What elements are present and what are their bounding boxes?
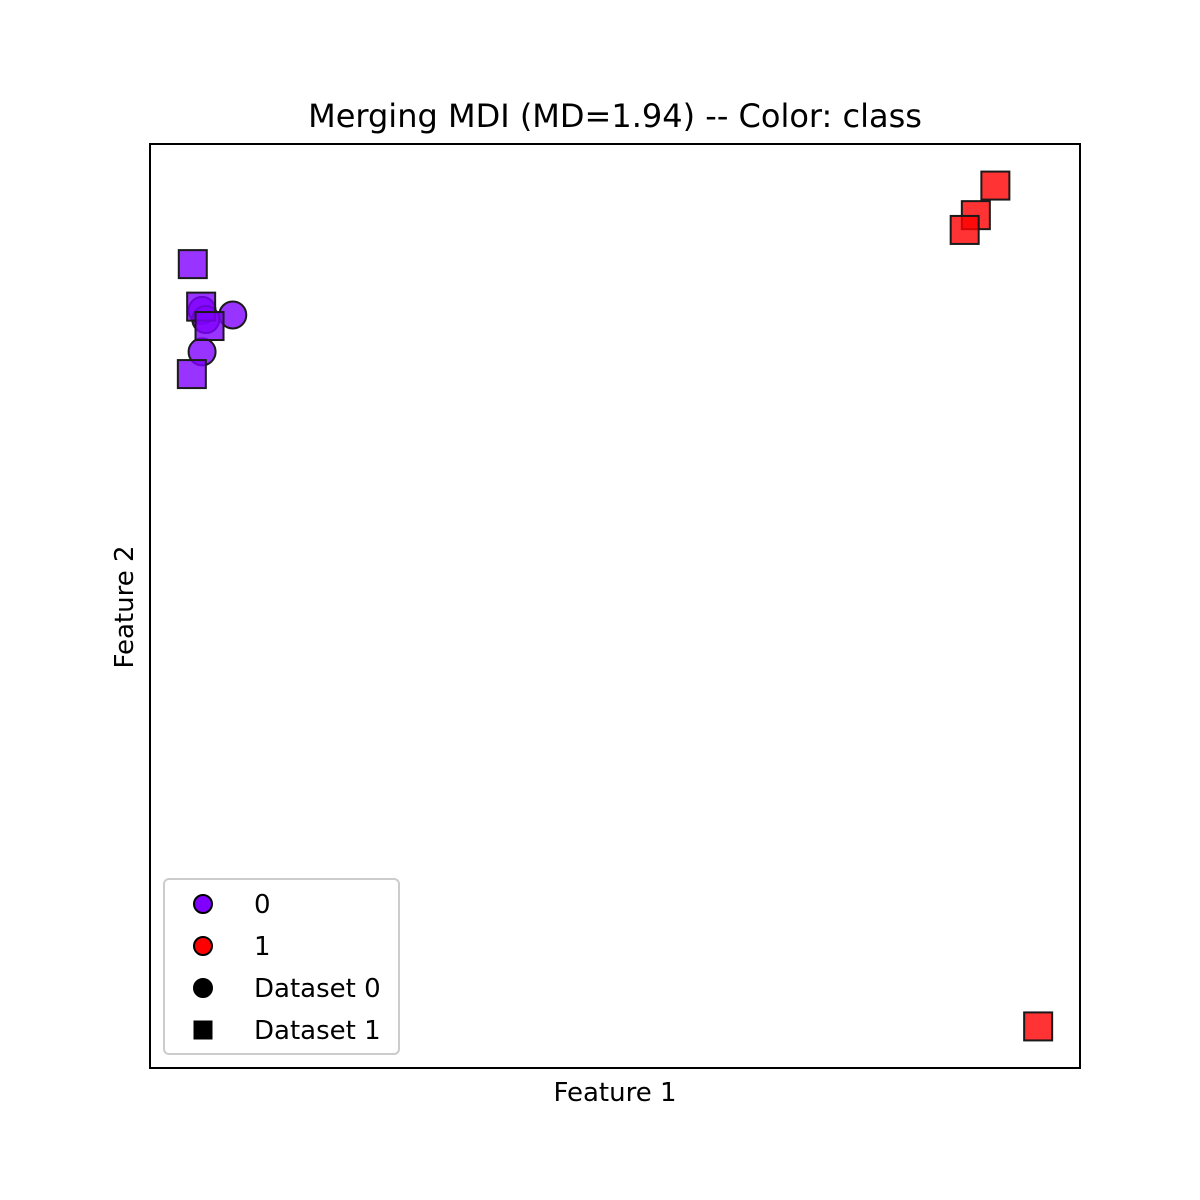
data-point-square-class-0-1-2 (194, 311, 225, 342)
legend-frame (163, 878, 400, 1055)
legend: 0 1 Dataset 0 Dataset 1 (163, 878, 400, 1055)
data-point-square-class-1-2-2 (949, 214, 980, 245)
legend-label-0: 0 (254, 890, 271, 920)
legend-marker-1 (193, 936, 213, 956)
data-point-square-class-1-2-3 (1023, 1011, 1054, 1042)
legend-label-1: 1 (254, 932, 271, 962)
x-axis-label: Feature 1 (553, 1078, 676, 1108)
legend-marker-0 (193, 894, 213, 914)
plot-area (176, 170, 1054, 1042)
data-point-square-class-0-1-3 (176, 359, 207, 390)
data-point-square-class-1-2-0 (980, 170, 1011, 201)
legend-label-3: Dataset 1 (254, 1016, 381, 1046)
y-axis-label: Feature 2 (110, 545, 140, 668)
axes-frame (149, 143, 1081, 1069)
legend-label-2: Dataset 0 (254, 974, 381, 1004)
chart-title: Merging MDI (MD=1.94) -- Color: class (308, 97, 922, 135)
legend-marker-2 (193, 978, 213, 998)
data-point-square-class-0-1-0 (177, 249, 208, 280)
legend-marker-3 (193, 1020, 213, 1040)
